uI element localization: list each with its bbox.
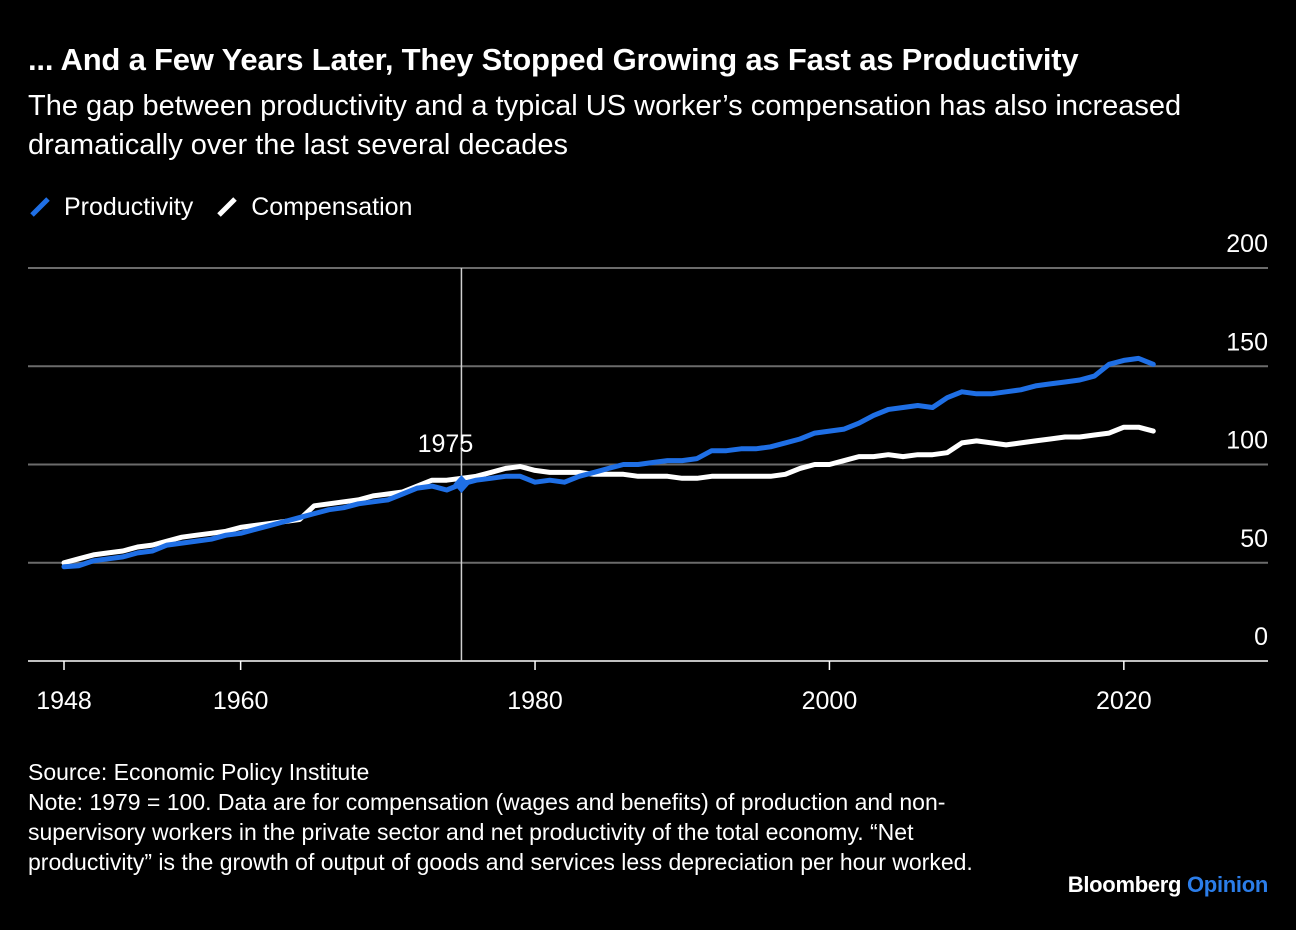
legend-label-compensation: Compensation xyxy=(251,192,413,221)
y-tick-label-100: 100 xyxy=(1226,427,1268,455)
series-line-productivity xyxy=(61,355,1156,570)
annotation-1975: 1975 xyxy=(418,268,474,661)
x-tick-label-2000: 2000 xyxy=(802,687,858,715)
data-note: Note: 1979 = 100. Data are for compensat… xyxy=(28,789,973,875)
source-note: Source: Economic Policy Institute xyxy=(28,759,370,785)
legend-item-compensation: Compensation xyxy=(215,193,412,222)
footnotes: Source: Economic Policy Institute Note: … xyxy=(28,757,1028,877)
y-axis-ticks: 0 50 100 150 200 xyxy=(1226,230,1268,651)
brand-opinion: Opinion xyxy=(1187,872,1268,897)
x-tick-label-1948: 1948 xyxy=(36,687,92,715)
chart-subtitle: The gap between productivity and a typic… xyxy=(28,90,1182,161)
y-tick-label-200: 200 xyxy=(1226,230,1268,258)
brand-bloomberg: Bloomberg xyxy=(1067,872,1182,897)
x-tick-label-1960: 1960 xyxy=(213,687,269,715)
line-chart: 0 50 100 150 200 1948 1960 1980 2000 2020 1975 xyxy=(28,230,1268,715)
x-tick-label-2020: 2020 xyxy=(1096,687,1152,715)
series-lines xyxy=(61,355,1156,570)
compensation-swatch-icon xyxy=(217,197,237,217)
legend: Productivity Compensation xyxy=(28,190,434,224)
annotation-label: 1975 xyxy=(418,430,474,458)
brand-logo: Bloomberg Opinion xyxy=(1067,872,1269,898)
x-tick-label-1980: 1980 xyxy=(507,687,563,715)
productivity-swatch-icon xyxy=(30,197,50,217)
legend-label-productivity: Productivity xyxy=(64,192,194,221)
chart-title: ... And a Few Years Later, They Stopped … xyxy=(28,42,1079,77)
y-tick-label-0: 0 xyxy=(1254,623,1268,651)
annotation-marker xyxy=(453,475,470,494)
x-axis-ticks: 1948 1960 1980 2000 2020 xyxy=(36,661,1152,715)
y-tick-label-50: 50 xyxy=(1240,525,1268,553)
legend-item-productivity: Productivity xyxy=(28,193,193,222)
y-tick-label-150: 150 xyxy=(1226,328,1268,356)
series-line-compensation xyxy=(61,424,1156,566)
